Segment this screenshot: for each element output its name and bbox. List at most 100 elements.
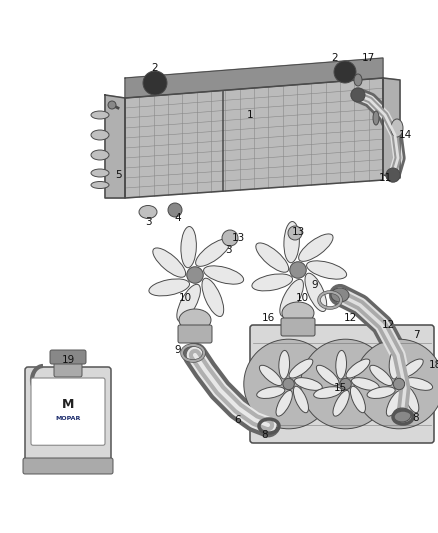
Ellipse shape [404,386,419,413]
Circle shape [143,71,167,95]
Ellipse shape [307,261,346,279]
Ellipse shape [289,359,313,378]
Ellipse shape [139,206,157,219]
Polygon shape [125,58,383,98]
Ellipse shape [204,266,244,284]
Ellipse shape [202,278,224,317]
Ellipse shape [149,279,190,296]
Ellipse shape [179,309,211,331]
Ellipse shape [91,169,109,177]
Ellipse shape [276,391,292,416]
Circle shape [351,88,365,102]
Text: 11: 11 [378,173,392,183]
Ellipse shape [279,350,290,379]
Text: 1: 1 [247,110,253,120]
Circle shape [244,339,333,429]
Text: 14: 14 [399,130,412,140]
FancyBboxPatch shape [23,458,113,474]
Circle shape [393,378,405,390]
Circle shape [288,226,302,240]
Ellipse shape [177,284,201,321]
Text: 3: 3 [145,217,151,227]
Ellipse shape [259,365,282,385]
Ellipse shape [389,350,400,379]
Text: 17: 17 [361,53,374,63]
Ellipse shape [91,111,109,119]
Ellipse shape [373,111,379,125]
Ellipse shape [331,288,349,302]
FancyBboxPatch shape [50,350,86,364]
Circle shape [222,230,238,246]
Text: 3: 3 [225,245,231,255]
Text: 18: 18 [428,360,438,370]
Ellipse shape [280,279,304,317]
Ellipse shape [367,387,395,399]
Circle shape [354,339,438,429]
Polygon shape [125,78,383,198]
Text: 2: 2 [152,63,158,73]
Ellipse shape [393,408,411,422]
Text: 13: 13 [231,233,245,243]
Text: 12: 12 [343,313,357,323]
Ellipse shape [293,386,308,413]
Text: 6: 6 [235,415,241,425]
Polygon shape [105,95,125,198]
Ellipse shape [391,119,403,137]
Text: 16: 16 [261,313,275,323]
Text: 9: 9 [175,345,181,355]
Text: 19: 19 [61,355,74,365]
FancyBboxPatch shape [25,367,111,468]
Ellipse shape [352,378,379,390]
Ellipse shape [399,359,423,378]
Ellipse shape [257,387,285,399]
Ellipse shape [299,234,333,261]
FancyBboxPatch shape [250,325,434,443]
Text: 2: 2 [332,53,338,63]
FancyBboxPatch shape [281,318,315,336]
Circle shape [290,262,306,278]
Ellipse shape [91,150,109,160]
Ellipse shape [316,365,339,385]
Circle shape [386,168,400,182]
Circle shape [108,101,116,109]
Ellipse shape [305,273,327,311]
Text: 7: 7 [413,330,419,340]
Circle shape [301,339,390,429]
Ellipse shape [153,248,186,277]
Text: 8: 8 [261,430,268,440]
Ellipse shape [333,391,350,416]
Text: 10: 10 [178,293,191,303]
Text: 10: 10 [296,293,308,303]
Text: 8: 8 [413,413,419,423]
Ellipse shape [386,391,403,416]
Ellipse shape [346,359,370,378]
FancyBboxPatch shape [54,353,82,377]
Text: 5: 5 [115,170,121,180]
Ellipse shape [336,350,346,379]
Circle shape [283,378,294,390]
Ellipse shape [294,378,322,390]
Ellipse shape [282,302,314,324]
Text: 13: 13 [291,227,304,237]
Ellipse shape [370,365,392,385]
Circle shape [187,266,203,283]
Ellipse shape [314,387,342,399]
Ellipse shape [196,239,230,266]
Ellipse shape [91,182,109,189]
Ellipse shape [405,378,433,390]
FancyBboxPatch shape [31,378,105,445]
Text: M: M [62,399,74,411]
Ellipse shape [354,74,362,86]
Text: MOPAR: MOPAR [55,416,81,421]
Ellipse shape [91,130,109,140]
Polygon shape [383,78,400,178]
Text: 9: 9 [312,280,318,290]
Circle shape [340,378,351,390]
Text: 15: 15 [333,383,346,393]
Circle shape [334,61,356,83]
Circle shape [168,203,182,217]
Text: 4: 4 [175,213,181,223]
Ellipse shape [256,243,289,272]
FancyBboxPatch shape [178,325,212,343]
Text: 12: 12 [381,320,395,330]
